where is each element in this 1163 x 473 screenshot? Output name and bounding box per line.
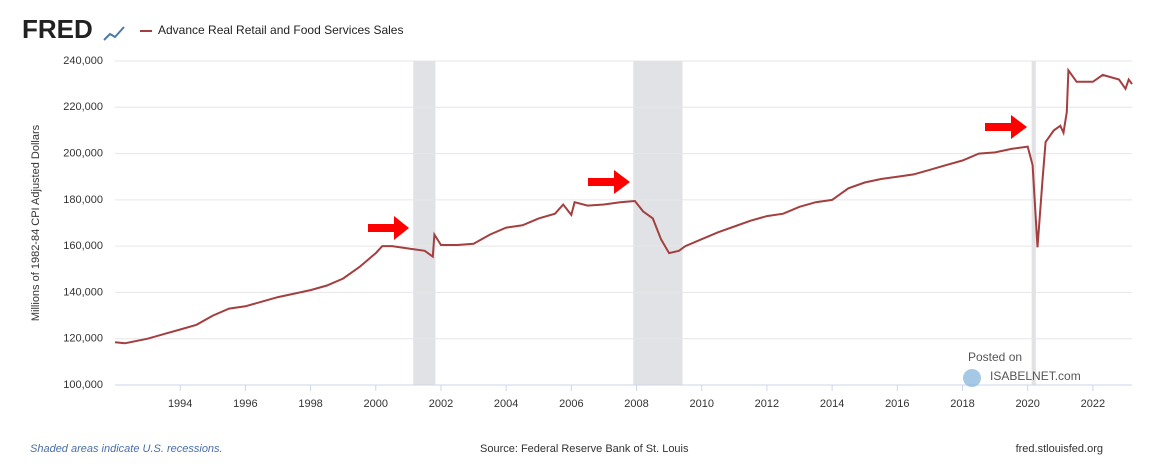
watermark: ISABELNET.com: [990, 369, 1081, 383]
recession-band: [1031, 61, 1036, 385]
x-tick-label: 2006: [559, 398, 583, 410]
x-tick-label: 1996: [233, 398, 257, 410]
y-tick-label: 240,000: [63, 55, 103, 67]
recession-band: [633, 61, 683, 385]
y-tick-label: 180,000: [63, 194, 103, 206]
x-tick-label: 2002: [429, 398, 453, 410]
x-tick-label: 2008: [624, 398, 648, 410]
arrow: [588, 170, 630, 194]
x-tick-label: 1998: [298, 398, 322, 410]
legend-label: Advance Real Retail and Food Services Sa…: [158, 23, 403, 37]
plot-area: 100,000 120,000 140,000 160,000 180,000 200,0…: [63, 55, 1133, 410]
y-tick-label: 100,000: [63, 379, 103, 391]
x-tick-label: 2022: [1081, 398, 1105, 410]
y-tick-label: 140,000: [63, 286, 103, 298]
x-tick-label: 2010: [689, 398, 713, 410]
logo-icon: [103, 26, 125, 41]
y-tick-label: 120,000: [63, 333, 103, 345]
x-tick-label: 2018: [950, 398, 974, 410]
arrow: [368, 216, 409, 240]
logo: FRED: [22, 14, 93, 44]
x-tick-label: 1994: [168, 398, 192, 410]
x-tick-label: 2004: [494, 398, 518, 410]
note: Shaded areas indicate U.S. recessions.: [30, 443, 223, 455]
line-series: [114, 67, 1133, 345]
y-tick-label: 200,000: [63, 147, 103, 159]
x-tick-label: 2016: [885, 398, 909, 410]
x-tick-label: 2020: [1015, 398, 1039, 410]
y-axis-label: Millions of 1982-84 CPI Adjusted Dollars: [30, 124, 42, 321]
x-tick-label: 2014: [820, 398, 844, 410]
watermark-icon: [963, 369, 981, 387]
site: fred.stlouisfed.org: [1016, 443, 1103, 455]
y-tick-label: 160,000: [63, 240, 103, 252]
x-tick-label: 2012: [755, 398, 779, 410]
source: Source: Federal Reserve Bank of St. Loui…: [480, 443, 689, 455]
x-tick-label: 2000: [364, 398, 388, 410]
watermark: Posted on: [968, 350, 1022, 364]
recession-band: [413, 61, 436, 385]
y-tick-label: 220,000: [63, 101, 103, 113]
arrow: [985, 115, 1027, 139]
